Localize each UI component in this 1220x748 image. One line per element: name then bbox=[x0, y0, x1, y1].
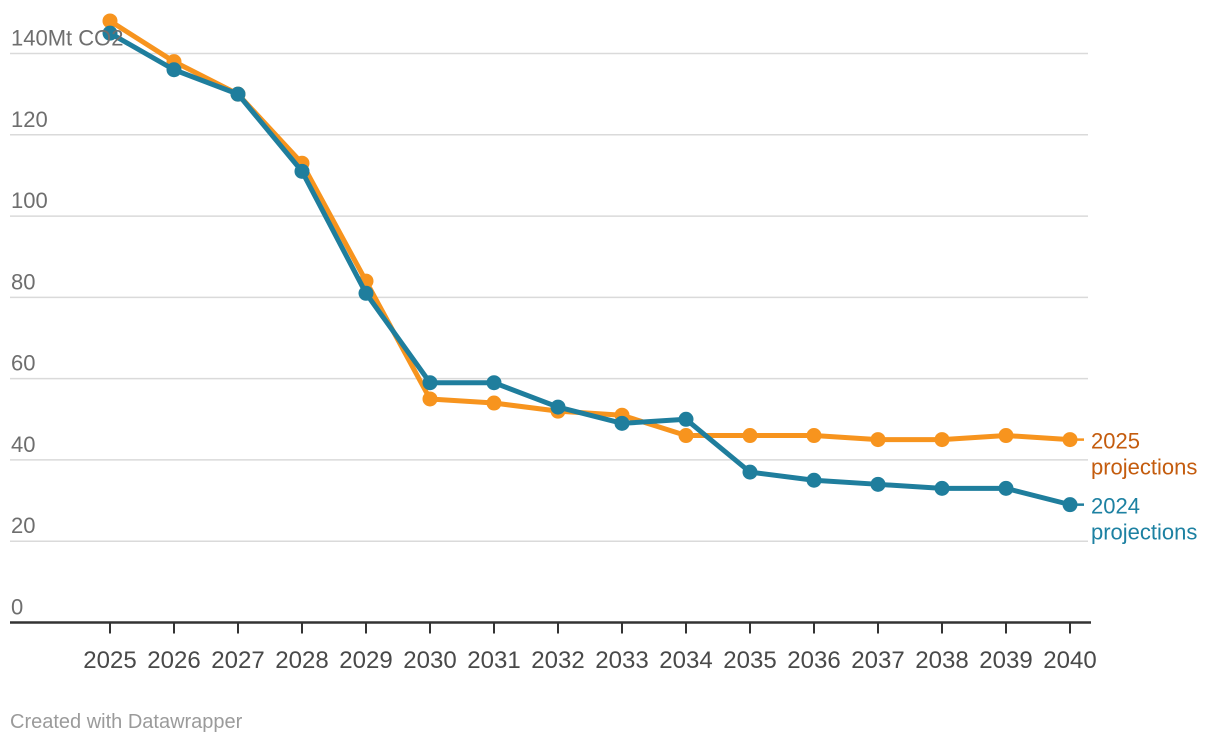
data-point-2024-2025[interactable] bbox=[102, 25, 118, 41]
data-point-2024-2040[interactable] bbox=[1062, 497, 1078, 513]
data-point-2025-2039[interactable] bbox=[998, 428, 1014, 444]
data-point-2024-2039[interactable] bbox=[998, 480, 1014, 496]
line-chart: 2025 2026 2027 2028 2029 2030 2031 2032 2033 2034… bbox=[10, 13, 1197, 674]
x-tick-label-2030: 2030 bbox=[403, 647, 456, 674]
x-tick-label-2027: 2027 bbox=[211, 647, 264, 674]
series-line-2024 bbox=[107, 30, 1073, 508]
y-tick-label-20: 20 bbox=[11, 513, 35, 538]
y-tick-label-140: 140Mt CO2 bbox=[11, 25, 124, 50]
data-point-2025-2036[interactable] bbox=[806, 428, 822, 444]
legend-label-2024-line1: 2024 bbox=[1091, 494, 1140, 519]
data-point-2024-2036[interactable] bbox=[806, 472, 822, 488]
x-tick-label-2028: 2028 bbox=[275, 647, 328, 674]
data-point-2024-2026[interactable] bbox=[166, 62, 182, 78]
x-tick-label-2026: 2026 bbox=[147, 647, 200, 674]
y-tick-label-0: 0 bbox=[11, 595, 23, 620]
data-point-2025-2037[interactable] bbox=[870, 432, 886, 448]
legend-label-2024-line2: projections bbox=[1091, 520, 1197, 545]
legend-label-2025-line2: projections bbox=[1091, 455, 1197, 480]
x-tick-label-2034: 2034 bbox=[659, 647, 712, 674]
x-tick-label-2040: 2040 bbox=[1043, 647, 1096, 674]
x-tick-label-2031: 2031 bbox=[467, 647, 520, 674]
legend-label-2025-line1: 2025 bbox=[1091, 429, 1140, 454]
data-point-2024-2037[interactable] bbox=[870, 476, 886, 492]
x-tick-label-2038: 2038 bbox=[915, 647, 968, 674]
data-point-2025-2031[interactable] bbox=[486, 395, 502, 411]
x-tick-label-2033: 2033 bbox=[595, 647, 648, 674]
data-point-2025-2030[interactable] bbox=[422, 391, 438, 407]
series-line-2025 bbox=[107, 18, 1073, 443]
x-tick-label-2032: 2032 bbox=[531, 647, 584, 674]
x-tick-label-2029: 2029 bbox=[339, 647, 392, 674]
data-point-2024-2028[interactable] bbox=[294, 163, 310, 179]
data-point-2025-2040[interactable] bbox=[1062, 432, 1078, 448]
data-point-2024-2029[interactable] bbox=[358, 285, 374, 301]
y-tick-label-80: 80 bbox=[11, 269, 35, 294]
x-tick-label-2035: 2035 bbox=[723, 647, 776, 674]
data-point-2024-2031[interactable] bbox=[486, 375, 502, 391]
x-tick-label-2039: 2039 bbox=[979, 647, 1032, 674]
data-point-2025-2025[interactable] bbox=[102, 13, 118, 29]
data-point-2024-2032[interactable] bbox=[550, 399, 566, 415]
data-point-2025-2038[interactable] bbox=[934, 432, 950, 448]
data-point-2024-2035[interactable] bbox=[742, 464, 758, 480]
y-tick-label-40: 40 bbox=[11, 432, 35, 457]
data-point-2024-2034[interactable] bbox=[678, 411, 694, 427]
data-point-2024-2030[interactable] bbox=[422, 375, 438, 391]
x-tick-label-2037: 2037 bbox=[851, 647, 904, 674]
data-point-2025-2034[interactable] bbox=[678, 428, 694, 444]
data-point-2025-2035[interactable] bbox=[742, 428, 758, 444]
data-point-2024-2038[interactable] bbox=[934, 480, 950, 496]
y-tick-label-60: 60 bbox=[11, 351, 35, 376]
y-tick-label-100: 100 bbox=[11, 188, 48, 213]
x-tick-label-2025: 2025 bbox=[83, 647, 136, 674]
datawrapper-credit[interactable]: Created with Datawrapper bbox=[10, 711, 243, 733]
y-tick-label-120: 120 bbox=[11, 107, 48, 132]
x-tick-label-2036: 2036 bbox=[787, 647, 840, 674]
data-point-2024-2033[interactable] bbox=[614, 415, 630, 431]
data-point-2024-2027[interactable] bbox=[230, 86, 246, 102]
